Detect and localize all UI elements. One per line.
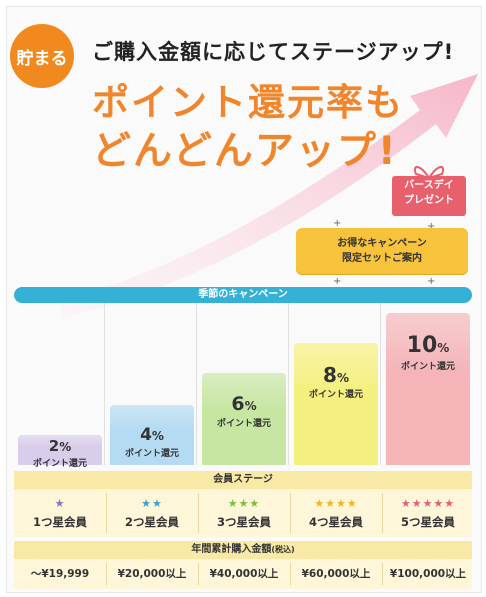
- tier-rate-unit: %: [336, 371, 349, 385]
- member-label: 2つ星会員: [124, 515, 179, 529]
- column-guide: [288, 303, 289, 465]
- tier-rate-value: 2: [48, 437, 60, 455]
- total-header: 年間累計購入金額(税込): [14, 541, 472, 559]
- total-header-label: 年間累計購入金額: [191, 544, 272, 555]
- column-guide: [196, 303, 197, 465]
- stage-cell-3: ★★★ 3つ星会員: [198, 489, 290, 530]
- plus-mark: +: [427, 276, 436, 287]
- tier-bar-5: 10% ポイント還元: [386, 313, 470, 465]
- campaign-line-2: 限定セットご案内: [342, 253, 422, 264]
- member-label: 5つ星会員: [400, 515, 455, 529]
- star-icon: ★★★★: [314, 497, 358, 510]
- tier-rate: 4%: [110, 427, 194, 444]
- star-icon: ★★★★★: [400, 497, 456, 510]
- campaign-line-1: お得なキャンペーン: [337, 238, 427, 249]
- tier-rate: 6%: [202, 395, 286, 414]
- ribbon-icon: [414, 166, 444, 180]
- tier-bar-2: 4% ポイント還元: [110, 405, 194, 465]
- tier-rate-unit: %: [244, 399, 257, 413]
- stage-cell-5: ★★★★★ 5つ星会員: [382, 489, 474, 530]
- star-icon: ★★: [141, 497, 163, 510]
- member-label: 1つ星会員: [32, 515, 87, 529]
- tier-rate-value: 10: [406, 333, 438, 358]
- tier-bar-4: 8% ポイント還元: [294, 343, 378, 465]
- amount-cell-4: ¥60,000以上: [290, 559, 382, 589]
- tier-rate-label: ポイント還元: [216, 419, 271, 429]
- tier-rate-value: 4: [140, 425, 152, 445]
- tier-rate-label: ポイント還元: [400, 362, 455, 372]
- amount-cell-5: ¥100,000以上: [382, 559, 474, 589]
- tier-rate: 10%: [386, 335, 470, 357]
- column-divider: [382, 493, 383, 533]
- season-campaign-bar: 季節のキャンペーン: [14, 287, 472, 303]
- amount-label: ¥60,000以上: [301, 568, 371, 580]
- member-label: 4つ星会員: [308, 515, 363, 529]
- plus-mark: +: [427, 221, 436, 232]
- amount-label: ～¥19,999: [30, 568, 90, 580]
- stage-cell-4: ★★★★ 4つ星会員: [290, 489, 382, 530]
- birthday-gift: バースデイ プレゼント: [392, 160, 466, 228]
- tier-rate-unit: %: [151, 429, 164, 443]
- column-guide: [104, 303, 105, 465]
- gift-box: [392, 176, 466, 216]
- tier-bar-3: 6% ポイント還元: [202, 373, 286, 465]
- stage-row: ★ 1つ星会員 ★★ 2つ星会員 ★★★ 3つ星会員 ★★★★ 4つ星会員 ★★★★★ 5つ星会員: [14, 489, 472, 537]
- amount-cell-3: ¥40,000以上: [198, 559, 290, 589]
- tier-bar-1: 2% ポイント還元: [18, 435, 102, 469]
- stage-cell-1: ★ 1つ星会員: [14, 489, 106, 530]
- amount-label: ¥100,000以上: [389, 568, 467, 580]
- column-guide: [380, 303, 381, 465]
- badge-tamaru: 貯まる: [10, 24, 74, 88]
- tier-rate-label: ポイント還元: [124, 449, 179, 459]
- amount-cell-1: ～¥19,999: [14, 559, 106, 589]
- column-divider: [106, 563, 107, 585]
- birthday-line-2: プレゼント: [404, 195, 454, 206]
- stage-cell-2: ★★ 2つ星会員: [106, 489, 198, 530]
- star-icon: ★★★: [227, 497, 261, 510]
- amount-label: ¥40,000以上: [209, 568, 279, 580]
- birthday-line-1: バースデイ: [404, 180, 454, 191]
- column-divider: [198, 563, 199, 585]
- column-divider: [290, 563, 291, 585]
- total-row: ～¥19,999 ¥20,000以上 ¥40,000以上 ¥60,000以上 ¥100,…: [14, 559, 472, 589]
- campaign-box: お得なキャンペーン 限定セットご案内: [296, 228, 468, 274]
- column-divider: [290, 493, 291, 533]
- tier-rate-value: 8: [323, 363, 337, 387]
- birthday-text: バースデイ プレゼント: [392, 178, 466, 208]
- tier-rate: 8%: [294, 365, 378, 385]
- plus-mark: +: [333, 276, 342, 287]
- amount-cell-2: ¥20,000以上: [106, 559, 198, 589]
- column-divider: [198, 493, 199, 533]
- column-divider: [382, 563, 383, 585]
- catch-line-1: ポイント還元率も: [92, 81, 404, 124]
- catch-line-2: どんどんアップ!: [92, 129, 398, 174]
- total-header-note: (税込): [271, 545, 295, 554]
- plus-mark: +: [333, 218, 342, 229]
- tier-rate: 2%: [18, 439, 102, 454]
- headline: ご購入金額に応じてステージアップ!: [92, 40, 455, 64]
- tier-rate-label: ポイント還元: [32, 459, 87, 469]
- member-label: 3つ星会員: [216, 515, 271, 529]
- stage-header: 会員ステージ: [14, 471, 472, 489]
- star-icon: ★: [54, 497, 66, 510]
- tier-rate-value: 6: [231, 393, 245, 415]
- column-divider: [106, 493, 107, 533]
- tier-rate-label: ポイント還元: [308, 390, 363, 400]
- amount-label: ¥20,000以上: [117, 568, 187, 580]
- tier-rate-unit: %: [437, 341, 450, 355]
- tier-rate-unit: %: [59, 440, 72, 454]
